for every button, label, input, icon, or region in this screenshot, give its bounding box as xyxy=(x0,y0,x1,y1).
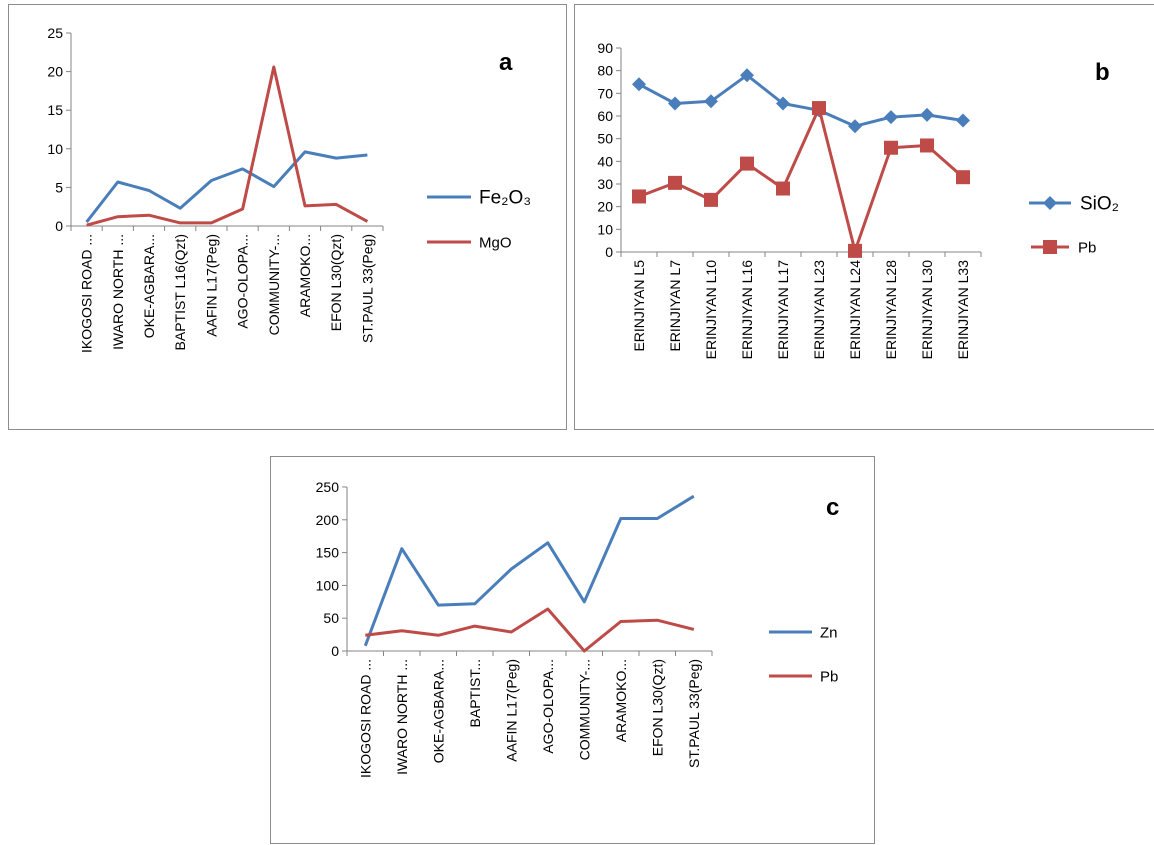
y-tick-label: 40 xyxy=(597,153,613,169)
series-2-point xyxy=(776,181,790,196)
series-2-point xyxy=(668,175,682,190)
y-tick-label: 100 xyxy=(316,577,340,593)
x-tick-label: EFON L30(Qzt) xyxy=(328,234,344,331)
chart-panel-c: 0 50 100 150 200 250 IKOGOSI ROAD ... IWARO NOR… xyxy=(270,456,875,844)
series-1-point xyxy=(884,110,898,125)
x-tick-label: IKOGOSI ROAD ... xyxy=(79,234,95,353)
series-1-point xyxy=(956,113,970,128)
y-tick-label: 10 xyxy=(47,141,63,157)
series-1-line xyxy=(363,494,695,647)
series-2-point xyxy=(740,156,754,171)
series-1-point xyxy=(704,94,718,109)
x-tick-label: ST.PAUL 33(Peg) xyxy=(686,659,702,768)
chart-panel-a: 0 5 10 15 20 25 IKOGOSI ROAD ... IWARO NORTH ..… xyxy=(8,4,567,430)
panel-label: c xyxy=(826,494,839,521)
y-tick-label: 200 xyxy=(316,512,340,528)
x-tick-label: BAPTIST... xyxy=(467,659,483,727)
y-tick-label: 80 xyxy=(597,63,613,79)
x-tick-label: IWARO NORTH ... xyxy=(110,234,126,350)
y-tick-label: 15 xyxy=(47,102,63,118)
panel-label: b xyxy=(1095,59,1110,86)
x-tick-label: ARAMOKO... xyxy=(297,234,313,317)
series-2-point xyxy=(632,189,646,204)
x-tick-label: COMMUNITY-... xyxy=(576,659,592,760)
y-tick-label: 30 xyxy=(597,176,613,192)
x-tick-label: ERINJIYAN L30 xyxy=(919,260,935,360)
x-tick-label: AGO-OLOPA... xyxy=(235,234,251,329)
y-tick-label: 20 xyxy=(47,64,63,80)
x-tick-label: COMMUNITY-... xyxy=(266,234,282,335)
series-1-point xyxy=(776,96,790,111)
y-tick-label: 50 xyxy=(323,610,339,626)
x-tick-label: AAFIN L17(Peg) xyxy=(503,659,519,762)
series-2-point xyxy=(920,138,934,153)
x-tick-label: ERINJIYAN L23 xyxy=(811,260,827,360)
y-tick-label: 90 xyxy=(597,40,613,56)
x-tick-label: ERINJIYAN L16 xyxy=(739,260,755,360)
x-tick-label: BAPTIST L16(Qzt) xyxy=(172,234,188,350)
x-tick-label: ERINJIYAN L5 xyxy=(631,260,647,352)
series-1-point xyxy=(740,68,754,83)
x-tick-label: ERINJIYAN L28 xyxy=(883,260,899,360)
series-legend-1-point xyxy=(1043,196,1057,210)
series-1-point xyxy=(668,96,682,111)
series-2-line xyxy=(86,65,369,227)
y-tick-label: 0 xyxy=(55,218,63,234)
series-2-point xyxy=(884,140,898,155)
legend-label: Fe₂O₃ xyxy=(479,188,531,209)
x-tick-label: ERINJIYAN L7 xyxy=(667,260,683,352)
series-2-point xyxy=(812,101,826,116)
x-tick-label: ERINJIYAN L33 xyxy=(955,260,971,360)
x-tick-label: EFON L30(Qzt) xyxy=(649,659,665,756)
y-tick-label: 0 xyxy=(331,643,339,659)
y-tick-label: 0 xyxy=(605,244,613,260)
x-tick-label: AGO-OLOPA... xyxy=(540,659,556,754)
legend-label: Pb xyxy=(1078,239,1096,256)
series-1-line xyxy=(85,150,368,224)
x-tick-label: AAFIN L17(Peg) xyxy=(203,234,219,337)
y-tick-label: 5 xyxy=(55,179,63,195)
legend-label: SiO₂ xyxy=(1080,194,1119,215)
series-1-line xyxy=(638,73,964,128)
x-tick-label: OKE-AGBARA... xyxy=(141,234,157,338)
panel-label: a xyxy=(499,49,513,76)
chart-c-svg: 0 50 100 150 200 250 IKOGOSI ROAD ... IWARO NOR… xyxy=(316,479,840,778)
x-tick-label: OKE-AGBARA... xyxy=(430,659,446,763)
y-tick-label: 150 xyxy=(316,545,340,561)
x-tick-label: IWARO NORTH ... xyxy=(394,659,410,775)
series-2-point xyxy=(956,170,970,185)
y-tick-label: 10 xyxy=(597,221,613,237)
y-tick-label: 25 xyxy=(47,25,63,41)
legend-label: Pb xyxy=(820,668,838,685)
series-1-point xyxy=(848,119,862,134)
x-tick-label: IKOGOSI ROAD ... xyxy=(357,659,373,778)
y-tick-label: 50 xyxy=(597,131,613,147)
y-tick-label: 20 xyxy=(597,199,613,215)
y-tick-label: 70 xyxy=(597,85,613,101)
x-tick-label: ST.PAUL 33(Peg) xyxy=(359,234,375,343)
legend-label: Zn xyxy=(820,624,838,641)
chart-panel-b: 0 10 20 30 40 50 60 70 80 90 ERINJIYAN L5 ERINJIYAN… xyxy=(574,4,1154,430)
series-1-point xyxy=(920,107,934,122)
chart-a-svg: 0 5 10 15 20 25 IKOGOSI ROAD ... IWARO NORTH ..… xyxy=(47,25,531,353)
y-tick-label: 60 xyxy=(597,108,613,124)
x-tick-label: ERINJIYAN L17 xyxy=(775,260,791,360)
chart-b-svg: 0 10 20 30 40 50 60 70 80 90 ERINJIYAN L5 ERINJIYAN… xyxy=(597,40,1119,360)
x-tick-label: ERINJIYAN L10 xyxy=(703,260,719,360)
x-tick-label: ARAMOKO... xyxy=(613,659,629,742)
legend-label: MgO xyxy=(479,234,512,251)
series-legend-2-point xyxy=(1043,240,1057,254)
series-2-line xyxy=(365,607,695,653)
y-tick-label: 250 xyxy=(316,479,340,495)
x-tick-label: ERINJIYAN L24 xyxy=(847,260,863,360)
series-2-line xyxy=(638,106,964,253)
series-2-point xyxy=(848,243,862,258)
series-2-point xyxy=(704,192,718,207)
series-1-point xyxy=(632,77,646,92)
